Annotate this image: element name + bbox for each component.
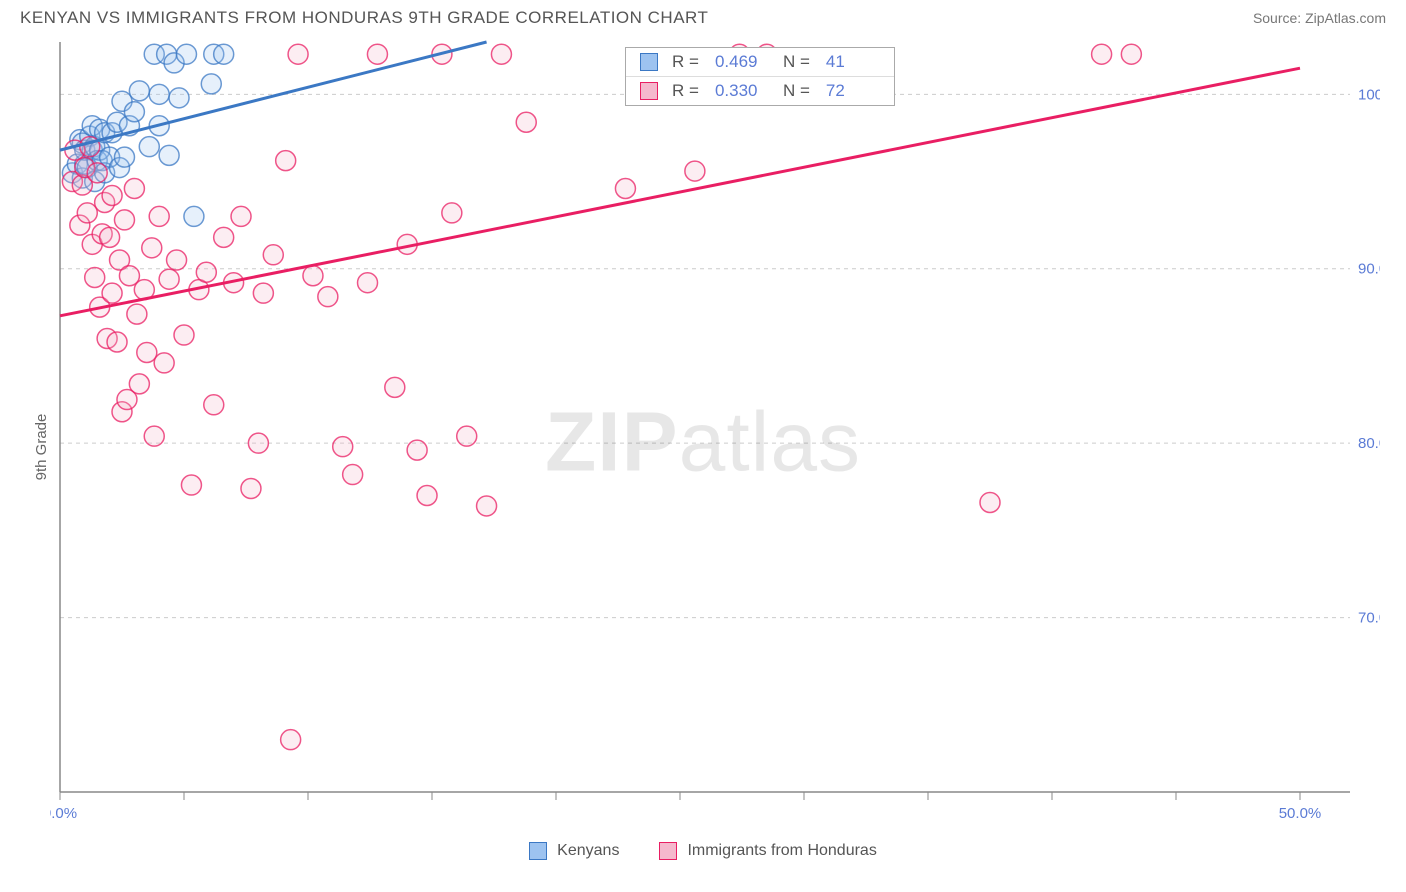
correlation-legend: R =0.469N =41R =0.330N =72 <box>625 47 895 106</box>
legend-swatch <box>529 842 547 860</box>
y-axis-label: 9th Grade <box>33 414 50 481</box>
legend-item: Immigrants from Honduras <box>659 842 876 860</box>
chart-title: KENYAN VS IMMIGRANTS FROM HONDURAS 9TH G… <box>20 8 708 28</box>
legend-stat-row: R =0.330N =72 <box>626 76 894 105</box>
scatter-chart: 70.0% 80.0% 90.0% 100.0% 0.0% 50.0% <box>50 32 1380 822</box>
legend-item: Kenyans <box>529 842 619 860</box>
svg-text:50.0%: 50.0% <box>1279 805 1322 822</box>
svg-text:0.0%: 0.0% <box>50 805 77 822</box>
n-value: 41 <box>826 52 880 72</box>
source-link[interactable]: ZipAtlas.com <box>1305 10 1386 26</box>
legend-swatch <box>640 82 658 100</box>
svg-text:100.0%: 100.0% <box>1358 86 1380 103</box>
legend-swatch <box>640 53 658 71</box>
legend-label: Kenyans <box>557 842 619 860</box>
chart-container: 9th Grade 70.0% 80.0% 90.0% 100.0% 0.0% 50.0… <box>0 32 1406 862</box>
svg-text:70.0%: 70.0% <box>1358 610 1380 627</box>
r-value: 0.469 <box>715 52 769 72</box>
chart-header: KENYAN VS IMMIGRANTS FROM HONDURAS 9TH G… <box>0 0 1406 32</box>
legend-stat-row: R =0.469N =41 <box>626 48 894 76</box>
source-citation: Source: ZipAtlas.com <box>1253 10 1386 26</box>
n-value: 72 <box>826 81 880 101</box>
legend-swatch <box>659 842 677 860</box>
svg-text:80.0%: 80.0% <box>1358 435 1380 452</box>
svg-text:90.0%: 90.0% <box>1358 261 1380 278</box>
r-value: 0.330 <box>715 81 769 101</box>
legend-label: Immigrants from Honduras <box>687 842 876 860</box>
series-legend: Kenyans Immigrants from Honduras <box>0 842 1406 860</box>
